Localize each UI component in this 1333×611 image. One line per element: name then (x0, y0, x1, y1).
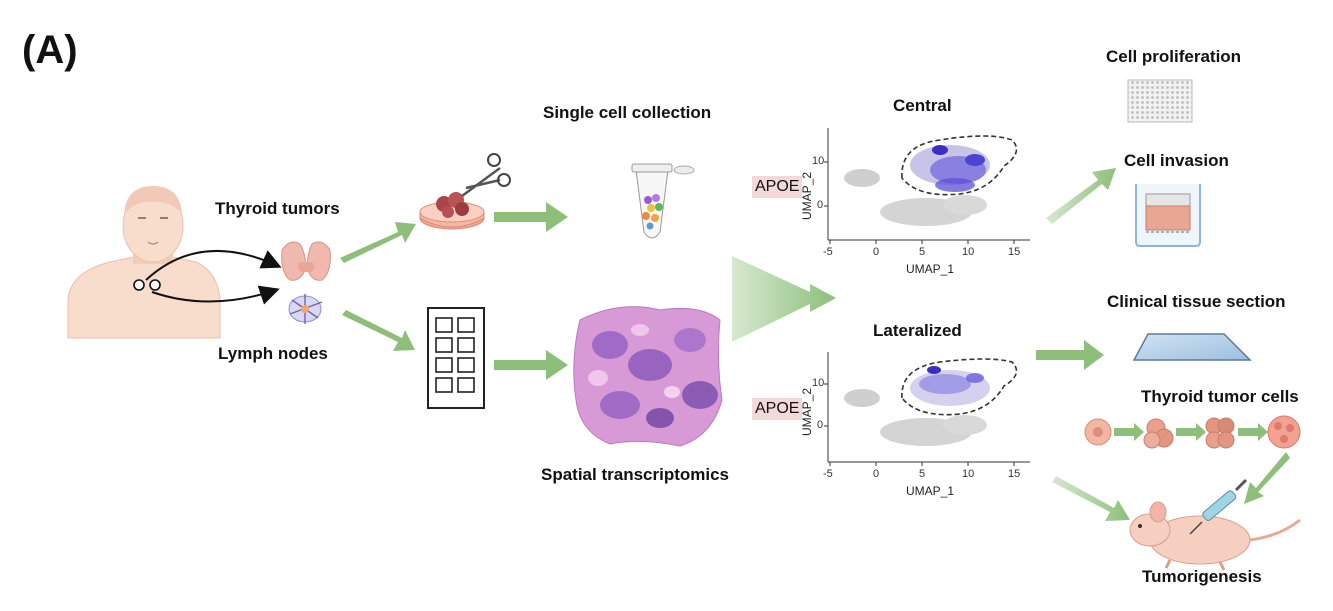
label-lateralized: Lateralized (873, 321, 962, 340)
panel-label: (A) (22, 28, 78, 72)
label-central: Central (893, 96, 952, 115)
gene-label-lateralized: APOE (752, 398, 803, 420)
lymph-node-icon (288, 294, 323, 324)
umap1-xtick-n5: -5 (823, 246, 833, 258)
umap2-xtick-5: 5 (919, 468, 926, 480)
transwell-icon (1135, 184, 1201, 247)
label-thyroid-tumors: Thyroid tumors (215, 199, 340, 218)
label-thyroid-tumor-cells: Thyroid tumor cells (1141, 387, 1299, 406)
label-clinical-tissue-section: Clinical tissue section (1107, 292, 1286, 311)
curved-arrow-to-thyroid (145, 250, 282, 281)
he-stained-tissue (573, 306, 723, 447)
umap1-ytick-0: 0 (817, 199, 824, 211)
green-arrow-up (340, 222, 416, 263)
converging-arrow (732, 256, 836, 342)
umap2-xlabel: UMAP_1 (906, 484, 955, 498)
tissue-dish-icon (419, 192, 485, 230)
umap2-ytick-10: 10 (812, 377, 825, 389)
label-tumorigenesis: Tumorigenesis (1142, 567, 1262, 586)
umap2-ylabel: UMAP_2 (800, 387, 814, 436)
spatial-slide-icon (427, 307, 485, 409)
umap2-xtick-10: 10 (962, 468, 975, 480)
label-single-cell-collection: Single cell collection (543, 103, 712, 122)
umap1-xtick-0: 0 (873, 246, 880, 258)
tumor-cell-progression (1084, 415, 1301, 504)
thyroid-gland-icon (281, 241, 331, 281)
label-cell-invasion: Cell invasion (1124, 151, 1229, 170)
patient-icon (67, 186, 221, 339)
umap2-xtick-n5: -5 (823, 468, 833, 480)
umap1-xlabel: UMAP_1 (906, 262, 955, 276)
glass-slide-icon (1132, 333, 1252, 361)
umap1-xtick-5: 5 (919, 246, 926, 258)
umap1-xtick-15: 15 (1008, 246, 1021, 258)
syringe-icon (1189, 478, 1248, 535)
umap-plot-central (824, 128, 1030, 244)
green-arrow-to-tube (494, 202, 568, 232)
single-cell-tube-icon (631, 163, 695, 239)
umap2-xtick-0: 0 (873, 468, 880, 480)
green-arrow-down (342, 310, 415, 351)
green-arrow-to-assays (1046, 168, 1116, 224)
curved-arrow-to-lymph (151, 285, 280, 305)
umap1-ylabel: UMAP_2 (800, 171, 814, 220)
label-lymph-nodes: Lymph nodes (218, 344, 328, 363)
green-arrow-to-section (1036, 340, 1104, 370)
umap1-xtick-10: 10 (962, 246, 975, 258)
green-arrow-to-tissue (494, 350, 568, 380)
mouse-icon (1129, 501, 1301, 571)
green-arrow-to-tumorigenesis (1052, 476, 1130, 521)
umap2-xtick-15: 15 (1008, 468, 1021, 480)
umap1-ytick-10: 10 (812, 155, 825, 167)
label-cell-proliferation: Cell proliferation (1106, 47, 1242, 66)
well-plate-icon (1127, 79, 1193, 123)
label-spatial-transcriptomics: Spatial transcriptomics (541, 465, 730, 484)
umap2-ytick-0: 0 (817, 419, 824, 431)
scissors-icon (461, 153, 511, 198)
umap-plot-lateralized (824, 352, 1030, 466)
gene-label-central: APOE (752, 176, 803, 198)
